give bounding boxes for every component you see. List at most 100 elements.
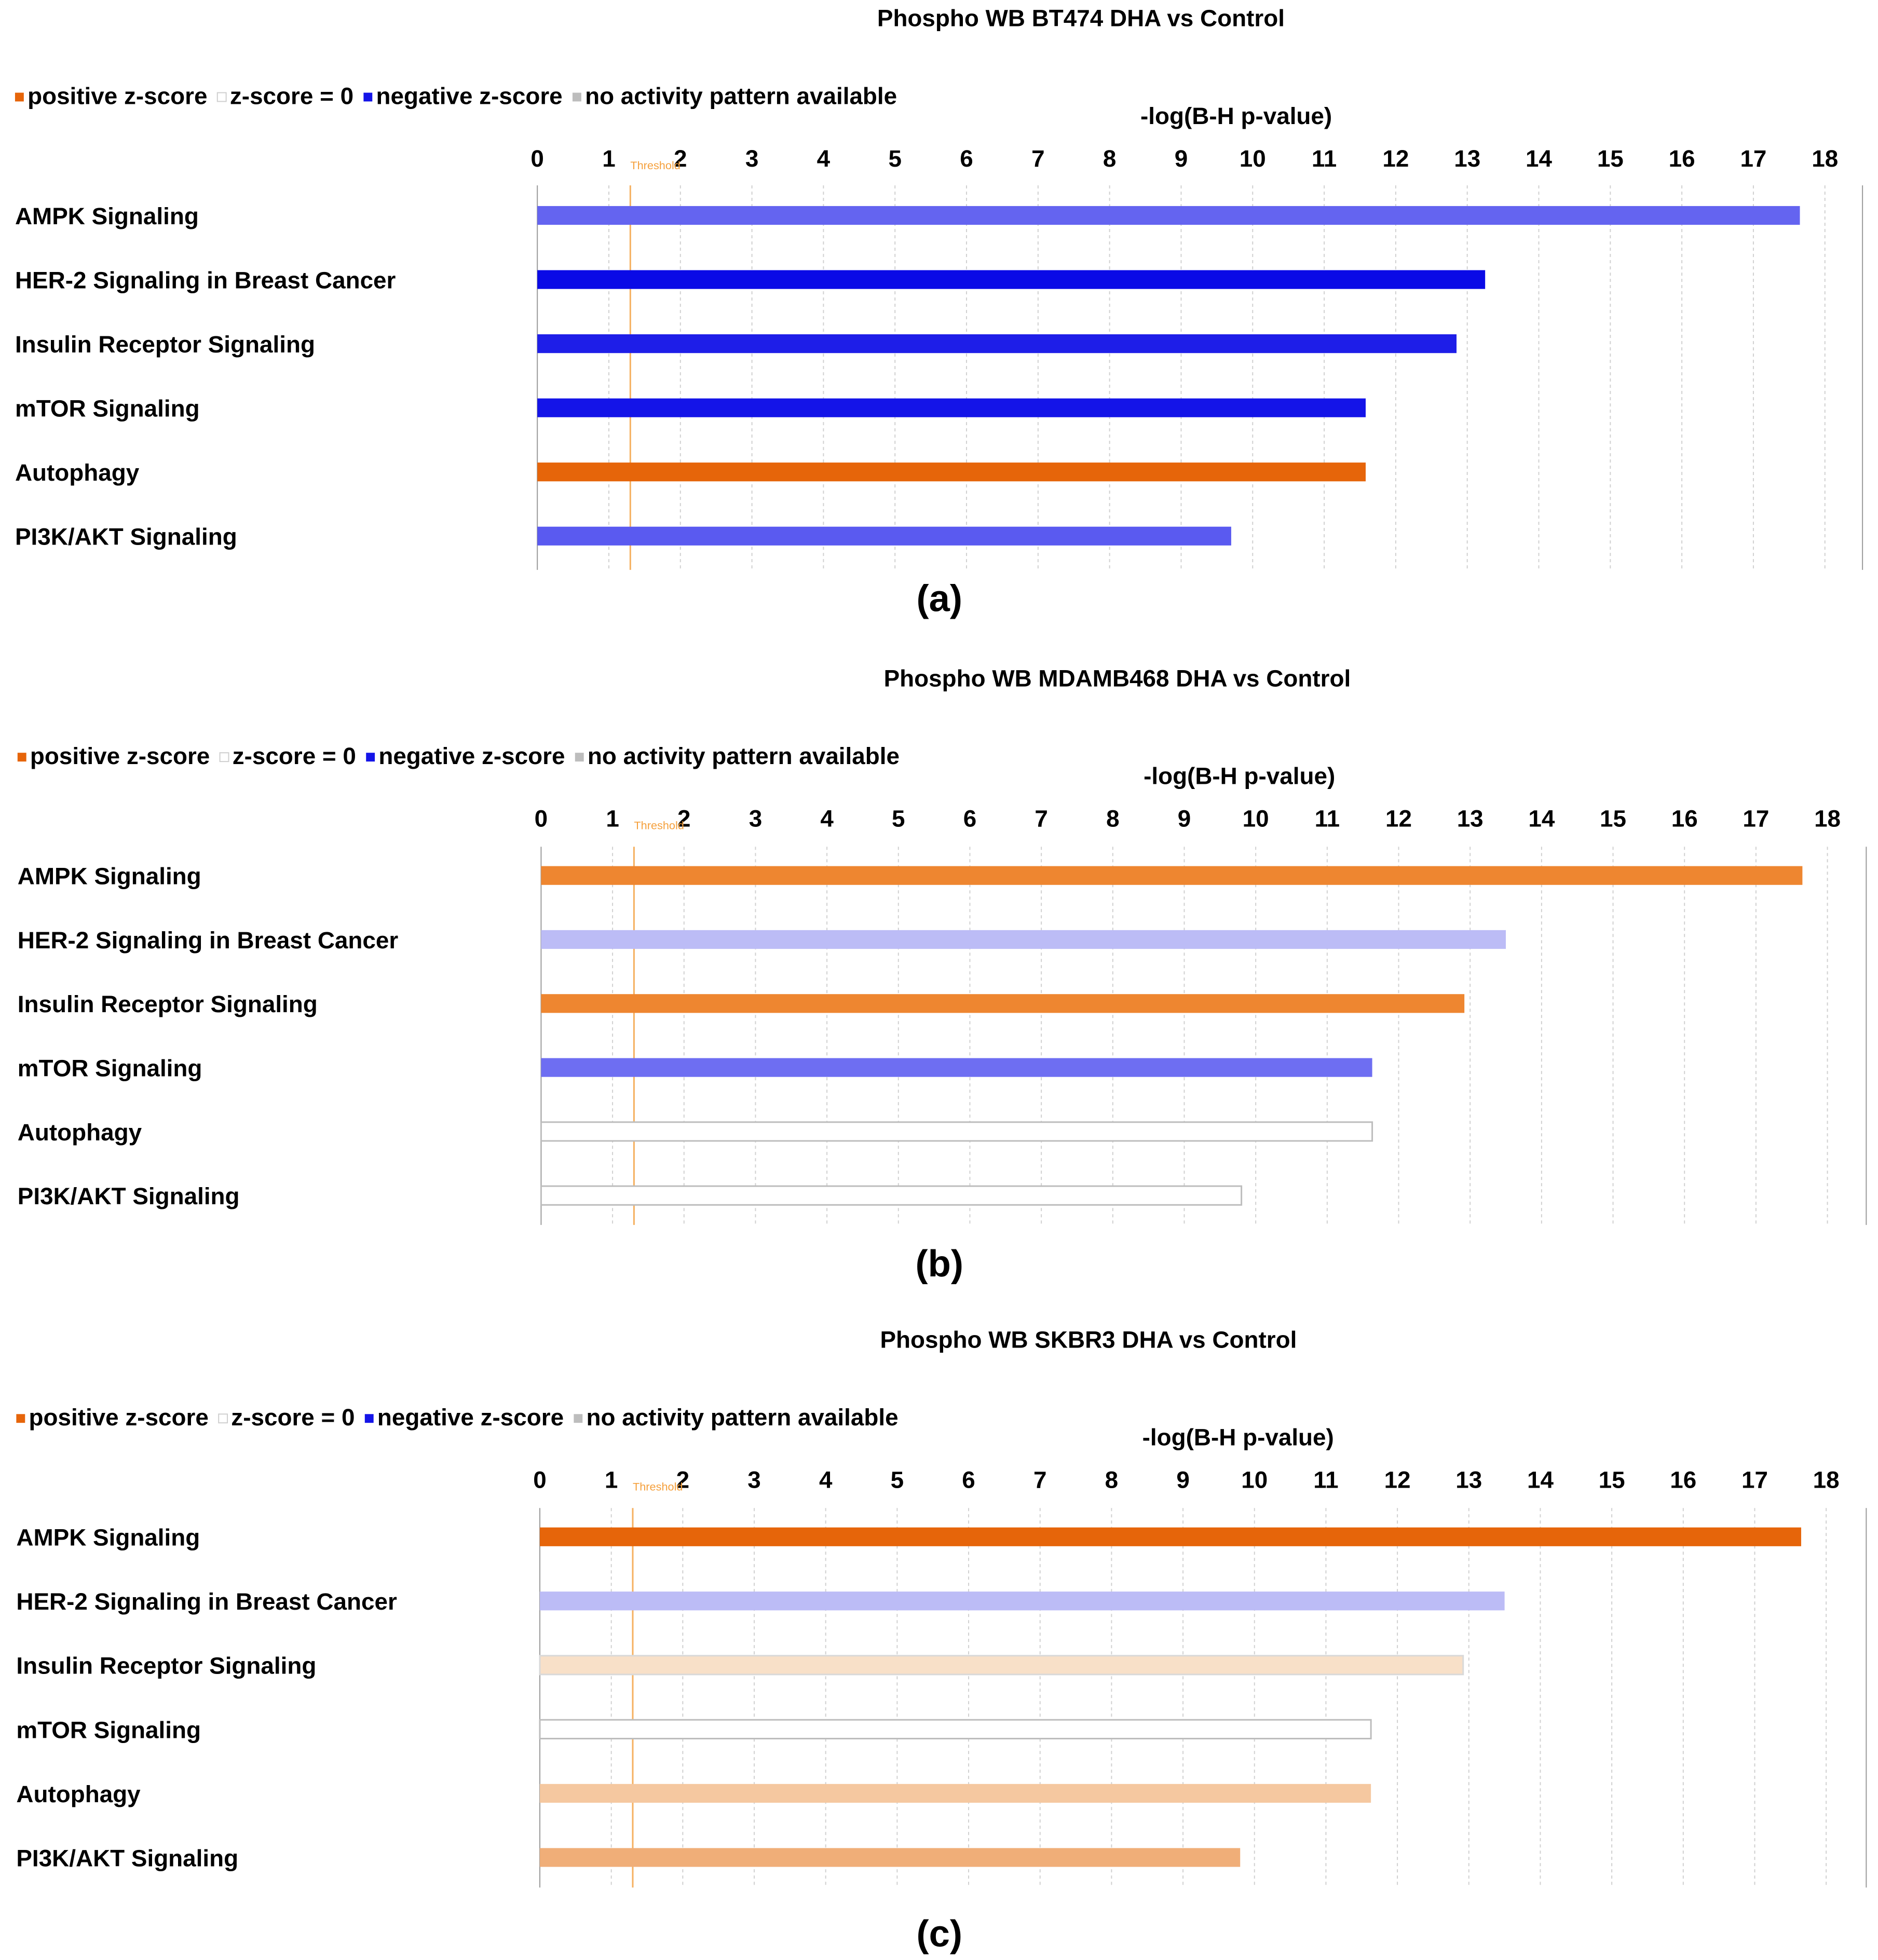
- category-label: AMPK Signaling: [15, 203, 199, 229]
- tick-label: 13: [1454, 145, 1480, 172]
- tick-label: 6: [962, 1467, 975, 1493]
- tick-label: 7: [1031, 145, 1045, 172]
- bar: [541, 930, 1506, 949]
- legend-label: no activity pattern available: [588, 743, 900, 769]
- legend-label: no activity pattern available: [587, 1404, 899, 1431]
- legend-swatch: [219, 752, 229, 763]
- tick-label: 18: [1813, 1467, 1840, 1493]
- tick-label: 12: [1384, 1467, 1411, 1493]
- category-label: HER-2 Signaling in Breast Cancer: [16, 1588, 397, 1615]
- chart-title: Phospho WB BT474 DHA vs Control: [877, 5, 1285, 32]
- tick-label: 1: [602, 145, 616, 172]
- category-label: mTOR Signaling: [18, 1055, 202, 1081]
- tick-label: 15: [1599, 1467, 1625, 1493]
- tick-label: 7: [1033, 1467, 1047, 1493]
- tick-label: 9: [1175, 145, 1188, 172]
- bar: [541, 1058, 1372, 1077]
- legend-label: negative z-score: [377, 1404, 564, 1431]
- legend-swatch: [575, 753, 584, 762]
- category-label: Autophagy: [15, 459, 140, 486]
- tick-label: 10: [1243, 806, 1269, 832]
- chart-panel-a: Phospho WB BT474 DHA vs Control positive …: [15, 5, 1863, 620]
- panel-label: (c): [917, 1913, 962, 1955]
- tick-label: 4: [817, 145, 831, 172]
- tick-label: 14: [1527, 1467, 1554, 1493]
- chart-title: Phospho WB MDAMB468 DHA vs Control: [884, 665, 1351, 691]
- tick-label: 17: [1743, 806, 1769, 832]
- tick-label: 14: [1526, 145, 1552, 172]
- category-label: Insulin Receptor Signaling: [15, 331, 315, 358]
- tick-label: 9: [1178, 806, 1191, 832]
- tick-label: 16: [1669, 145, 1695, 172]
- tick-label: 5: [891, 1467, 904, 1493]
- tick-label: 15: [1597, 145, 1624, 172]
- tick-label: 13: [1455, 1467, 1482, 1493]
- tick-label: 0: [533, 1467, 547, 1493]
- bar: [537, 398, 1366, 417]
- tick-label: 8: [1105, 1467, 1119, 1493]
- bar: [539, 1719, 1372, 1739]
- legend-swatch: [16, 1414, 25, 1423]
- category-label: PI3K/AKT Signaling: [16, 1845, 238, 1871]
- category-label: mTOR Signaling: [15, 396, 200, 422]
- threshold-label: Threshold: [634, 819, 684, 832]
- tick-label: 6: [963, 806, 977, 832]
- bar: [541, 866, 1803, 885]
- category-label: Insulin Receptor Signaling: [18, 991, 318, 1017]
- legend-swatch: [216, 92, 227, 102]
- category-label: PI3K/AKT Signaling: [18, 1183, 240, 1209]
- tick-label: 10: [1240, 145, 1266, 172]
- legend-label: z-score = 0: [233, 743, 356, 769]
- legend-swatch: [366, 753, 375, 762]
- x-axis-label: -log(B-H p-value): [1142, 1424, 1334, 1451]
- legend-label: z-score = 0: [230, 83, 353, 109]
- panel-label: (b): [916, 1243, 963, 1285]
- tick-label: 0: [530, 145, 544, 172]
- threshold-label: Threshold: [633, 1480, 683, 1493]
- tick-label: 18: [1814, 806, 1841, 832]
- tick-label: 0: [535, 806, 548, 832]
- legend-label: positive z-score: [29, 1404, 208, 1431]
- tick-label: 8: [1106, 806, 1120, 832]
- tick-label: 12: [1382, 145, 1409, 172]
- category-label: PI3K/AKT Signaling: [15, 524, 237, 550]
- chart-panel-b: Phospho WB MDAMB468 DHA vs Control positi…: [17, 665, 1867, 1285]
- tick-label: 1: [606, 806, 619, 832]
- tick-label: 4: [819, 1467, 833, 1493]
- x-axis-label: -log(B-H p-value): [1144, 763, 1335, 790]
- tick-label: 11: [1315, 806, 1340, 832]
- chart-title: Phospho WB SKBR3 DHA vs Control: [880, 1326, 1297, 1353]
- tick-label: 5: [888, 145, 902, 172]
- category-label: HER-2 Signaling in Breast Cancer: [15, 267, 396, 293]
- tick-label: 12: [1385, 806, 1412, 832]
- legend-swatch: [572, 92, 581, 102]
- legend-label: z-score = 0: [231, 1404, 355, 1431]
- legend-swatch: [363, 92, 373, 102]
- category-label: Autophagy: [18, 1119, 142, 1146]
- bar: [540, 1121, 1373, 1142]
- legend-label: positive z-score: [28, 83, 207, 109]
- chart-panel-c: Phospho WB SKBR3 DHA vs Control positive …: [16, 1326, 1867, 1955]
- tick-label: 7: [1035, 806, 1048, 832]
- tick-label: 15: [1600, 806, 1626, 832]
- tick-label: 2: [677, 806, 691, 832]
- tick-label: 17: [1741, 1467, 1768, 1493]
- bar: [540, 1591, 1505, 1611]
- tick-label: 13: [1457, 806, 1484, 832]
- tick-label: 18: [1812, 145, 1838, 172]
- bar: [537, 526, 1231, 546]
- tick-label: 1: [605, 1467, 618, 1493]
- tick-label: 9: [1176, 1467, 1190, 1493]
- legend-label: no activity pattern available: [585, 83, 897, 109]
- legend-swatch: [574, 1414, 583, 1423]
- tick-label: 11: [1312, 145, 1337, 172]
- bar: [540, 1527, 1801, 1546]
- tick-label: 8: [1103, 145, 1117, 172]
- legend-swatch: [17, 753, 26, 762]
- category-label: Autophagy: [16, 1781, 141, 1807]
- tick-label: 3: [745, 145, 759, 172]
- category-label: HER-2 Signaling in Breast Cancer: [18, 927, 399, 954]
- x-axis-label: -log(B-H p-value): [1140, 103, 1332, 129]
- bar: [537, 462, 1366, 482]
